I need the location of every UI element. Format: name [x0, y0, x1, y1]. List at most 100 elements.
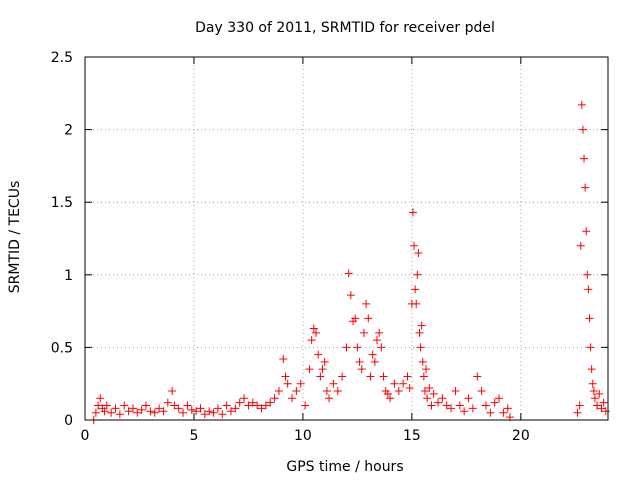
data-point — [447, 404, 456, 413]
data-point — [423, 394, 432, 403]
data-point — [586, 343, 595, 352]
data-point — [209, 408, 218, 417]
data-points — [89, 100, 610, 424]
x-axis-label: GPS time / hours — [286, 459, 403, 475]
data-point — [355, 357, 364, 366]
data-point — [495, 394, 504, 403]
grid — [85, 57, 608, 420]
data-point — [420, 386, 429, 395]
data-point — [429, 389, 438, 398]
data-point — [296, 379, 305, 388]
data-point — [192, 407, 201, 416]
x-tick-label: 0 — [81, 428, 90, 444]
data-point — [593, 401, 602, 410]
data-point — [383, 389, 392, 398]
data-point — [373, 336, 382, 345]
data-point — [414, 249, 423, 258]
data-point — [150, 408, 159, 417]
data-point — [227, 407, 236, 416]
data-point — [174, 404, 183, 413]
data-point — [91, 408, 100, 417]
data-point — [368, 350, 377, 359]
data-point — [587, 365, 596, 374]
data-point — [595, 389, 604, 398]
data-point — [322, 386, 331, 395]
data-point — [408, 208, 417, 217]
data-point — [418, 357, 427, 366]
data-point — [344, 269, 353, 278]
data-point — [311, 328, 320, 337]
data-point — [364, 314, 373, 323]
data-point — [422, 365, 431, 374]
x-tick-label: 5 — [189, 428, 198, 444]
data-point — [377, 343, 386, 352]
data-point — [438, 394, 447, 403]
data-point — [257, 404, 266, 413]
data-point — [307, 336, 316, 345]
x-tick-label: 10 — [294, 428, 312, 444]
data-point — [281, 372, 290, 381]
data-point — [183, 401, 192, 410]
data-point — [270, 394, 279, 403]
data-point — [573, 408, 582, 417]
chart-title: Day 330 of 2011, SRMTID for receiver pde… — [195, 20, 495, 36]
data-point — [320, 357, 329, 366]
data-point — [351, 314, 360, 323]
data-point — [235, 398, 244, 407]
data-point — [379, 372, 388, 381]
data-point — [292, 386, 301, 395]
data-point — [416, 343, 425, 352]
data-point — [146, 407, 155, 416]
data-point — [170, 401, 179, 410]
data-point — [179, 408, 188, 417]
data-point — [274, 386, 283, 395]
data-point — [279, 355, 288, 364]
data-point — [473, 372, 482, 381]
data-point — [309, 324, 318, 333]
data-point — [222, 401, 231, 410]
data-point — [244, 401, 253, 410]
y-tick-label: 2.5 — [51, 50, 73, 66]
data-point — [580, 154, 589, 163]
data-point — [325, 394, 334, 403]
data-point — [357, 365, 366, 374]
data-point — [583, 270, 592, 279]
data-point — [411, 285, 420, 294]
data-point — [248, 398, 257, 407]
data-point — [305, 365, 314, 374]
data-point — [455, 401, 464, 410]
data-point — [415, 328, 424, 337]
data-point — [582, 227, 591, 236]
data-point — [342, 343, 351, 352]
data-point — [442, 401, 451, 410]
data-point — [133, 408, 142, 417]
y-tick-label: 1.5 — [51, 195, 73, 211]
data-point — [477, 386, 486, 395]
data-point — [417, 321, 426, 330]
data-point — [200, 410, 209, 419]
data-point — [102, 401, 111, 410]
data-point — [120, 401, 129, 410]
data-point — [159, 407, 168, 416]
data-point — [390, 379, 399, 388]
data-point — [575, 401, 584, 410]
y-axis-label: SRMTID / TECUs — [7, 181, 23, 294]
data-point — [425, 384, 434, 393]
data-point — [589, 386, 598, 395]
data-point — [218, 410, 227, 419]
data-point — [362, 299, 371, 308]
data-point — [419, 372, 428, 381]
data-point — [316, 372, 325, 381]
data-point — [451, 386, 460, 395]
data-point — [413, 270, 422, 279]
plot-frame — [84, 56, 609, 421]
data-point — [318, 365, 327, 374]
data-point — [100, 407, 109, 416]
data-point — [346, 291, 355, 300]
data-point — [240, 394, 249, 403]
data-point — [111, 404, 120, 413]
data-point — [288, 394, 297, 403]
data-point — [266, 398, 275, 407]
data-point — [124, 407, 133, 416]
data-point — [261, 401, 270, 410]
